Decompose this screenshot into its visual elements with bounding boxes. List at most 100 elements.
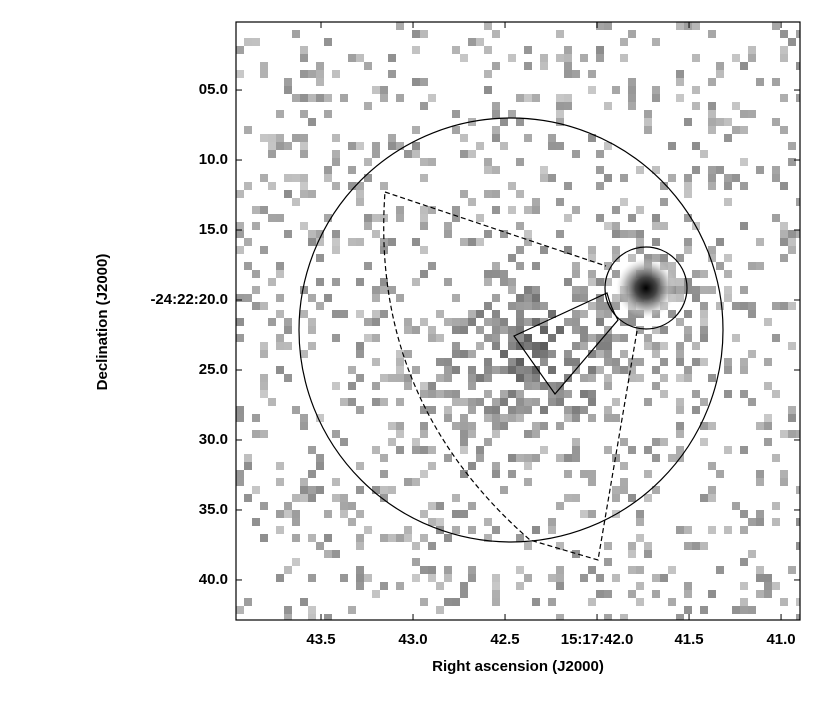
pixel	[628, 358, 636, 366]
pixel	[260, 430, 268, 438]
pixel	[740, 510, 748, 518]
pixel	[260, 382, 268, 390]
pixel	[428, 158, 436, 166]
pixel	[532, 382, 540, 390]
pixel	[444, 454, 452, 462]
pixel	[396, 214, 404, 222]
pixel	[708, 590, 716, 598]
pixel	[756, 574, 764, 582]
pixel	[284, 326, 292, 334]
pixel	[764, 414, 772, 422]
pixel	[692, 166, 700, 174]
pixel	[356, 534, 364, 542]
pixel	[780, 230, 788, 238]
pixel	[452, 126, 460, 134]
pixel	[676, 278, 684, 286]
pixel	[644, 110, 652, 118]
pixel	[572, 286, 580, 294]
pixel	[588, 270, 596, 278]
pixel	[668, 262, 676, 270]
pixel	[652, 438, 660, 446]
pixel	[628, 30, 636, 38]
pixel	[412, 478, 420, 486]
pixel	[700, 318, 708, 326]
pixel	[524, 62, 532, 70]
pixel	[380, 246, 388, 254]
pixel	[668, 566, 676, 574]
pixel	[316, 70, 324, 78]
pixel	[516, 358, 524, 366]
pixel	[604, 262, 612, 270]
pixel	[612, 398, 620, 406]
pixel	[388, 486, 396, 494]
x-tick-label: 42.5	[490, 631, 519, 648]
pixel	[796, 62, 800, 70]
pixel	[684, 174, 692, 182]
pixel	[684, 582, 692, 590]
pixel	[388, 438, 396, 446]
pixel	[564, 278, 572, 286]
pixel	[604, 342, 612, 350]
pixel	[604, 142, 612, 150]
pixel	[484, 70, 492, 78]
pixel	[476, 374, 484, 382]
pixel	[484, 190, 492, 198]
pixel	[276, 262, 284, 270]
pixel	[572, 262, 580, 270]
pixel	[380, 582, 388, 590]
pixel	[452, 206, 460, 214]
pixel	[388, 422, 396, 430]
pixel	[604, 302, 612, 310]
pixel	[308, 318, 316, 326]
pixel	[308, 294, 316, 302]
pixel	[412, 446, 420, 454]
pixel	[292, 30, 300, 38]
pixel	[300, 54, 308, 62]
pixel	[516, 390, 524, 398]
pixel	[676, 78, 684, 86]
pixel	[292, 534, 300, 542]
pixel	[260, 206, 268, 214]
pixel	[612, 334, 620, 342]
pixel	[372, 486, 380, 494]
pixel	[348, 502, 356, 510]
pixel	[364, 334, 372, 342]
pixel	[700, 422, 708, 430]
pixel	[508, 454, 516, 462]
inner-wedge	[513, 292, 619, 395]
pixel	[492, 102, 500, 110]
pixel	[276, 462, 284, 470]
pixel	[572, 310, 580, 318]
pixel	[484, 334, 492, 342]
pixel	[572, 294, 580, 302]
pixel	[612, 494, 620, 502]
pixel	[572, 446, 580, 454]
pixel	[588, 414, 596, 422]
pixel	[596, 342, 604, 350]
pixel	[292, 494, 300, 502]
pixel	[580, 334, 588, 342]
pixel	[316, 454, 324, 462]
pixel	[796, 30, 800, 38]
pixel	[684, 182, 692, 190]
pixel	[444, 406, 452, 414]
pixel	[572, 150, 580, 158]
pixel	[356, 374, 364, 382]
pixel	[236, 406, 244, 414]
pixel	[372, 398, 380, 406]
pixel	[628, 214, 636, 222]
pixel	[444, 574, 452, 582]
pixel	[420, 534, 428, 542]
pixel	[556, 398, 564, 406]
pixel	[316, 62, 324, 70]
pixel	[740, 526, 748, 534]
pixel	[676, 614, 684, 620]
pixel	[580, 342, 588, 350]
y-axis-label: Declination (J2000)	[94, 254, 111, 391]
pixel	[428, 326, 436, 334]
pixel	[508, 470, 516, 478]
pixel	[300, 286, 308, 294]
pixel	[372, 150, 380, 158]
pixel	[396, 142, 404, 150]
pixel	[516, 414, 524, 422]
